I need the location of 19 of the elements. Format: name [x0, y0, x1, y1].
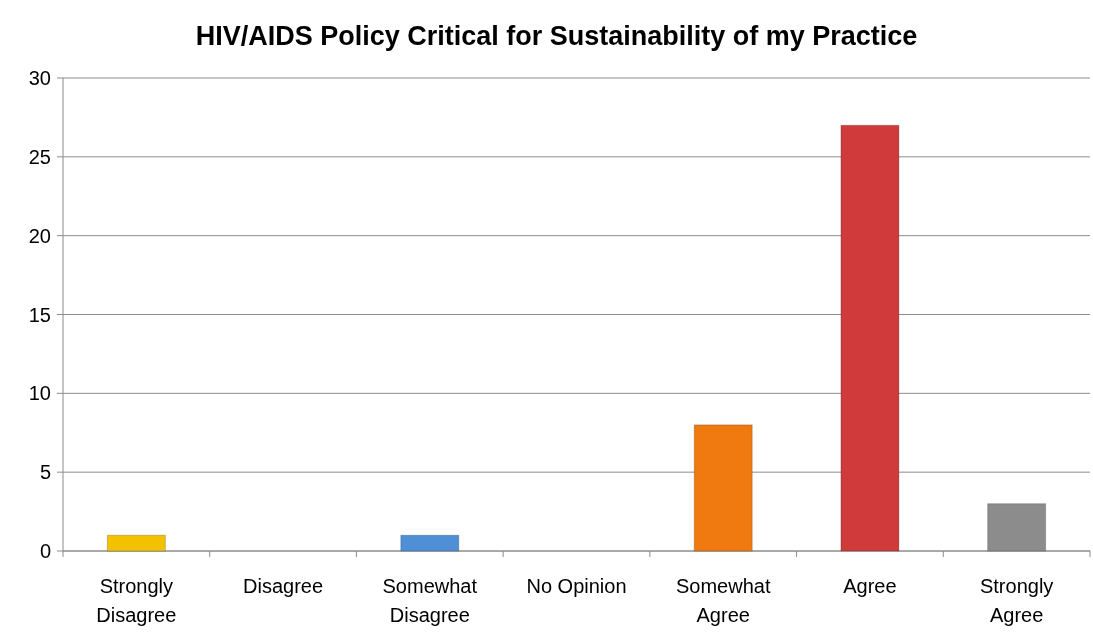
- bar: [693, 424, 753, 552]
- y-tick-label: 20: [28, 224, 51, 247]
- x-tick-label: Somewhat Agree: [675, 575, 771, 626]
- x-tick-label: Disagree: [243, 575, 324, 597]
- x-tick-label: Strongly Disagree: [96, 575, 177, 626]
- x-tick-label: Somewhat Disagree: [382, 575, 478, 626]
- x-tick-label: Agree: [843, 575, 897, 597]
- y-tick-label: 10: [28, 382, 51, 405]
- chart-title: HIV/AIDS Policy Critical for Sustainability of my Practice: [195, 21, 918, 51]
- x-tick-label: No Opinion: [526, 575, 627, 597]
- y-tick-label: 25: [28, 145, 51, 168]
- x-tick-label: Strongly Agree: [979, 575, 1054, 626]
- bar: [106, 534, 166, 552]
- bar: [840, 124, 900, 552]
- y-tick-label: 0: [39, 540, 51, 562]
- y-tick-label: 15: [28, 303, 51, 326]
- y-tick-label: 30: [28, 67, 51, 89]
- y-tick-label: 5: [39, 461, 51, 484]
- bar: [400, 534, 460, 552]
